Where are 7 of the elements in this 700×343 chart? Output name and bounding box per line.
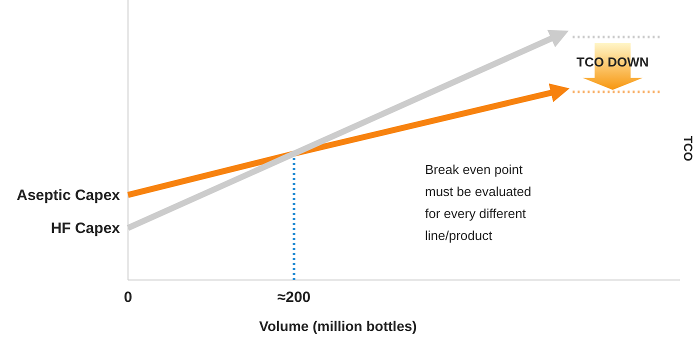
- x-tick-label: ≈200: [277, 289, 311, 306]
- x-tick-label: 0: [124, 289, 132, 306]
- series-label: HF Capex: [50, 220, 121, 237]
- y-axis-title: TCO: [681, 136, 695, 162]
- annotation: Break even point must be evaluated for every different line/product: [425, 162, 532, 243]
- series-label: Aseptic Capex: [16, 186, 121, 204]
- x-axis-title: Volume (million bottles): [259, 318, 417, 334]
